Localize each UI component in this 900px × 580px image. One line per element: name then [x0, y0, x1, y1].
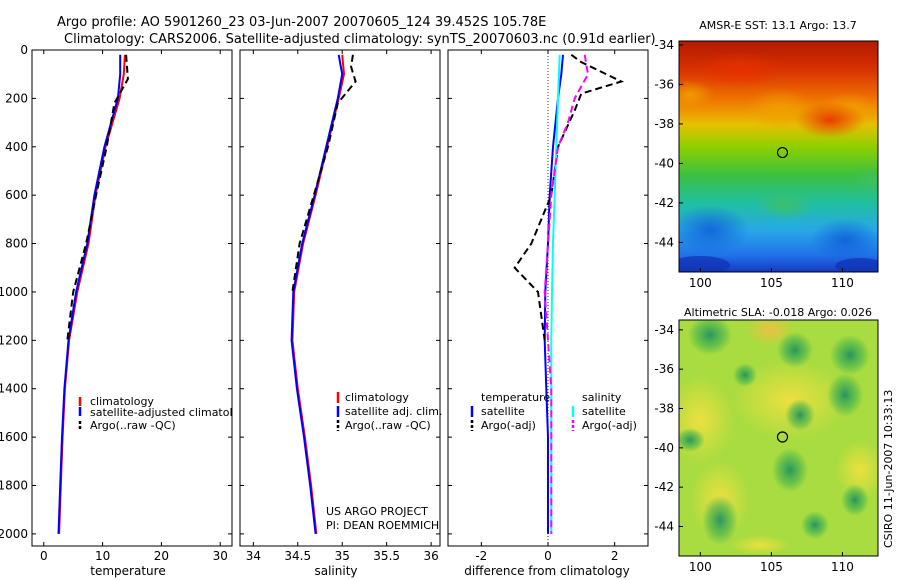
project-line1: US ARGO PROJECT: [326, 505, 428, 518]
series-satellite-adj-clim: [290, 54, 344, 535]
series-satellite-adjusted-climatology: [57, 54, 122, 534]
x-tick-label: 35.5: [373, 549, 400, 563]
x-tick-label: 10: [95, 549, 110, 563]
legend-heading-temperature: temperature: [481, 391, 550, 404]
series-argo-raw-qc: [291, 54, 357, 293]
legend-label-climatology: climatology: [345, 391, 409, 404]
x-tick-label: 100: [689, 560, 712, 574]
y-tick-label: 2000: [0, 527, 28, 541]
y-tick-label: -44: [654, 235, 674, 249]
salinity-panel: 34 34.5 35 35.5 36 salinity climatology sate…: [239, 49, 442, 578]
sst-field: [679, 41, 878, 272]
x-tick-label: 105: [760, 560, 783, 574]
difference-legend: temperature satellite Argo(-adj) salinit…: [470, 391, 637, 432]
salinity-x-axis: 34 34.5 35 35.5 36: [240, 49, 440, 563]
legend-label-temp-satellite: satellite: [481, 405, 525, 418]
legend-label-satellite: satellite-adjusted climatology: [90, 406, 253, 419]
x-tick-label: 100: [689, 276, 712, 290]
legend-label-sal-argo: Argo(-adj): [582, 419, 637, 432]
series-climatology: [291, 54, 346, 535]
difference-series: [513, 53, 625, 534]
series-salinity-argo-adj: [543, 54, 590, 534]
figure-title-line1: Argo profile: AO 5901260_23 03-Jun-2007 …: [57, 15, 546, 30]
x-tick-label: -2: [475, 549, 487, 563]
x-tick-label: 2: [611, 549, 619, 563]
y-tick-label: 600: [5, 188, 28, 202]
y-tick-label: -36: [654, 362, 674, 376]
depth-axis: 0 200 400 600 800 1000 1200 1400 1600 1800 2000: [0, 43, 232, 541]
salinity-xlabel: salinity: [314, 564, 357, 578]
difference-panel: -2 0 2 difference from climatology tempera…: [447, 49, 649, 578]
figure-title-line2: Climatology: CARS2006. Satellite-adjuste…: [64, 32, 656, 47]
y-tick-label: -36: [654, 77, 674, 91]
y-tick-label: -38: [654, 402, 674, 416]
y-tick-label: -42: [654, 196, 674, 210]
y-tick-label: 800: [5, 237, 28, 251]
y-tick-label: 1200: [0, 333, 28, 347]
sla-lon-axis: 100 105 110: [689, 552, 854, 574]
y-tick-label: 1400: [0, 382, 28, 396]
side-caption: CSIRO 11-Jun-2007 10:33:13: [882, 390, 895, 548]
sla-map-panel: Altimetric SLA: -0.018 Argo: 0.026 -34-3…: [654, 306, 879, 574]
legend-label-argo: Argo(..raw -QC): [345, 419, 431, 432]
y-tick-label: -40: [654, 156, 674, 170]
y-tick-label: -34: [654, 38, 674, 52]
legend-label-satellite: satellite adj. clim.: [345, 405, 442, 418]
sla-map-title: Altimetric SLA: -0.018 Argo: 0.026: [684, 306, 872, 319]
difference-xlabel: difference from climatology: [464, 564, 630, 578]
sla-lat-axis: -34 -36 -38 -40 -42 -44: [654, 323, 683, 534]
series-argo-raw-qc: [66, 54, 129, 341]
series-temperature-argo-adj: [513, 53, 625, 341]
temperature-panel: 0 200 400 600 800 1000 1200 1400 1600 1800 2000 0 1…: [0, 43, 253, 578]
x-tick-label: 0: [40, 549, 48, 563]
y-tick-label: -38: [654, 117, 674, 131]
x-tick-label: 34: [246, 549, 261, 563]
salinity-series: [290, 54, 357, 535]
y-tick-label: 1000: [0, 285, 28, 299]
y-tick-label: -40: [654, 441, 674, 455]
sst-lon-axis: 100 105 110: [689, 268, 854, 290]
legend-heading-salinity: salinity: [582, 391, 622, 404]
legend-label-sal-satellite: satellite: [582, 405, 626, 418]
y-tick-label: 0: [20, 43, 28, 57]
x-tick-label: 34.5: [284, 549, 311, 563]
y-tick-label: 400: [5, 140, 28, 154]
y-tick-label: -34: [654, 323, 674, 337]
y-tick-label: 1800: [0, 479, 28, 493]
temperature-axes-frame: [31, 49, 233, 547]
temperature-series: [57, 54, 129, 534]
x-tick-label: 30: [213, 549, 228, 563]
x-tick-label: 20: [154, 549, 169, 563]
series-salinity-satellite: [550, 54, 561, 534]
temperature-x-axis: 0 10 20 30: [40, 50, 228, 563]
sst-lat-axis: -34 -36 -38 -40 -42 -44: [654, 38, 683, 249]
temperature-legend: climatology satellite-adjusted climatolo…: [78, 395, 253, 432]
legend-label-argo: Argo(..raw -QC): [90, 419, 176, 432]
project-line2: PI: DEAN ROEMMICH: [326, 519, 439, 532]
y-tick-label: -44: [654, 520, 674, 534]
y-tick-label: -42: [654, 480, 674, 494]
x-tick-label: 110: [831, 276, 854, 290]
sst-map-panel: AMSR-E SST: 13.1 Argo: 13.7 -34 -36 -38 -40…: [654, 19, 879, 290]
series-temperature-satellite: [543, 54, 564, 534]
x-tick-label: 105: [760, 276, 783, 290]
series-climatology: [58, 54, 126, 534]
sst-argo-location-marker: [776, 146, 789, 159]
salinity-axes-frame: [239, 49, 441, 547]
x-tick-label: 35: [335, 549, 350, 563]
x-tick-label: 36: [423, 549, 438, 563]
temperature-xlabel: temperature: [90, 564, 165, 578]
x-tick-label: 110: [831, 560, 854, 574]
x-tick-label: 0: [544, 549, 552, 563]
salinity-legend: climatology satellite adj. clim. Argo(..…: [336, 391, 442, 432]
sla-field: [679, 320, 878, 556]
sla-argo-location-marker: [776, 431, 789, 443]
y-tick-label: 200: [5, 91, 28, 105]
sst-map-title: AMSR-E SST: 13.1 Argo: 13.7: [699, 19, 857, 32]
y-tick-label: 1600: [0, 430, 28, 444]
legend-label-temp-argo: Argo(-adj): [481, 419, 536, 432]
legend-label-climatology: climatology: [90, 395, 154, 408]
